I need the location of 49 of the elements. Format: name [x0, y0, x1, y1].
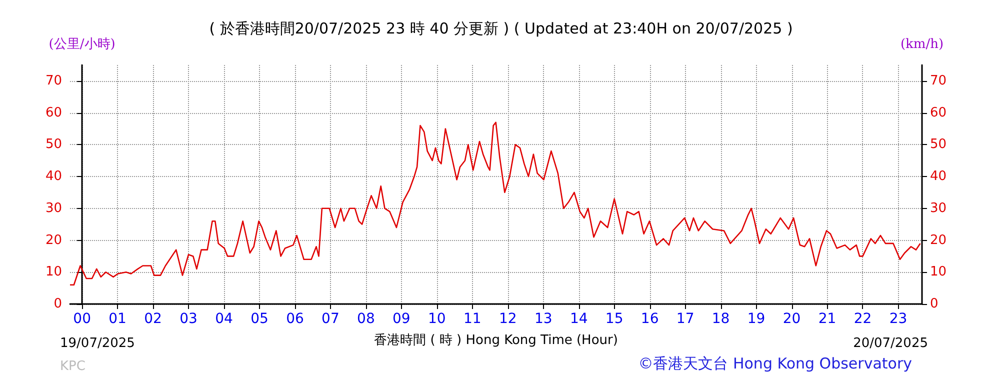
y-tick-label: 60: [45, 105, 62, 120]
y-tick-label: 50: [45, 137, 62, 152]
x-tick-label: 22: [854, 311, 872, 327]
y2-tick-label: 20: [930, 232, 947, 248]
y-tick-label: 40: [45, 169, 62, 184]
x-tick-label: 14: [570, 311, 588, 327]
x-tick-label: 04: [215, 311, 233, 327]
text: 20/07/2025: [853, 336, 928, 351]
text: 19/07/2025: [60, 336, 135, 351]
x-tick-label: 10: [428, 311, 446, 327]
y-tick-label: 0: [54, 296, 62, 312]
chart-title: ( 於香港時間20/07/2025 23 時 40 分更新 ) ( Updated at 23:40H on 20/07/2025 ): [209, 20, 793, 38]
y-tick-label: 70: [45, 73, 62, 88]
x-tick-label: 02: [144, 311, 162, 327]
x-tick-label: 16: [640, 311, 659, 327]
x-tick-label: 07: [322, 311, 340, 327]
y-tick-label: 20: [45, 232, 62, 248]
x-tick-label: 18: [712, 311, 730, 327]
y2-tick-label: 40: [930, 169, 947, 184]
line-series: [69, 122, 921, 286]
y2-tick-label: 10: [930, 264, 947, 280]
x-tick-label: 01: [108, 311, 126, 327]
x-tick-label: 11: [463, 311, 482, 327]
y2-tick-label: 50: [930, 137, 947, 152]
x-tick-label: 09: [392, 311, 410, 327]
x-tick-label: 17: [676, 311, 694, 327]
x-tick-label: 00: [73, 311, 91, 327]
x-tick-label: 20: [782, 311, 801, 327]
x-tick-label: 06: [286, 311, 304, 327]
x-tick-label: 19: [747, 311, 766, 327]
y2-tick-label: 30: [930, 200, 947, 216]
x-tick-label: 23: [889, 311, 908, 327]
y2-axis-title: (km/h): [900, 37, 944, 52]
y2-tick-label: 60: [930, 105, 947, 120]
x-tick-label: 03: [180, 311, 198, 327]
x-tick-label: 12: [498, 311, 517, 327]
x-tick-label: 08: [357, 311, 375, 327]
y-tick-label: 30: [45, 200, 62, 216]
x-axis-title: 香港時間 ( 時 ) Hong Kong Time (Hour): [374, 333, 618, 348]
y-axis-title: (公里/小時): [48, 37, 116, 52]
text: ©香港天文台 Hong Kong Observatory: [638, 354, 912, 372]
x-tick-label: 13: [534, 311, 552, 327]
x-tick-label: 21: [818, 311, 836, 327]
x-tick-label: 15: [605, 311, 624, 327]
y-tick-label: 10: [45, 264, 62, 280]
y2-tick-label: 70: [930, 73, 947, 88]
text: KPC: [60, 359, 86, 374]
y2-tick-label: 0: [930, 296, 938, 312]
x-tick-label: 05: [250, 311, 268, 327]
